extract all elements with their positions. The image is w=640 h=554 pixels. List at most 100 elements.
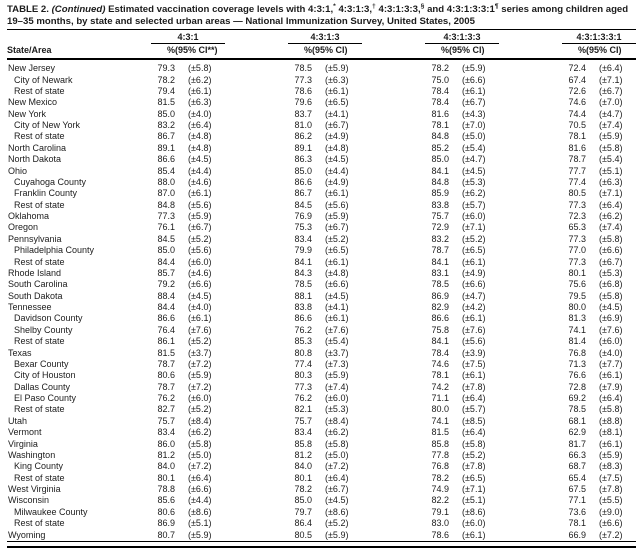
table-row: Davidson County 86.6 (±6.1) 86.6 (±6.1) 86.6 (… xyxy=(7,313,636,324)
pct-cell: 81.2 xyxy=(157,449,175,460)
ci-cell: (±4.5) xyxy=(325,154,349,165)
pct-cell: 86.6 xyxy=(294,176,312,187)
pct-cell: 85.8 xyxy=(294,438,312,449)
ci-cell: (±5.9) xyxy=(325,63,349,74)
ci-cell: (±5.2) xyxy=(462,233,486,244)
ci-cell: (±6.5) xyxy=(462,245,486,256)
table-row: Shelby County 76.4 (±7.6) 76.2 (±7.6) 75.8 (±7… xyxy=(7,325,636,336)
ci-cell: (±8.4) xyxy=(325,415,349,426)
ci-cell: (±6.6) xyxy=(325,279,349,290)
ci-cell: (±6.4) xyxy=(462,427,486,438)
table-end-rule xyxy=(7,545,636,548)
ci-cell: (±3.7) xyxy=(325,347,349,358)
ci-cell: (±5.2) xyxy=(188,404,212,415)
ci-cell: (±6.2) xyxy=(325,427,349,438)
pct-cell: 81.6 xyxy=(568,142,586,153)
area-cell: Virginia xyxy=(8,438,38,449)
ci-cell: (±6.1) xyxy=(462,256,486,267)
ci-cell: (±6.5) xyxy=(325,245,349,256)
pct-cell: 78.1 xyxy=(431,120,449,131)
table-row: City of Newark 78.2 (±6.2) 77.3 (±6.3) 75.0 (±… xyxy=(7,75,636,86)
ci-cell: (±6.4) xyxy=(188,472,212,483)
pct-cell: 80.6 xyxy=(157,370,175,381)
ci-cell: (±7.0) xyxy=(599,97,623,108)
ci-cell: (±6.1) xyxy=(599,370,623,381)
ci-cell: (±6.0) xyxy=(599,336,623,347)
ci-header: (95% CI) xyxy=(586,44,636,61)
pct-cell: 84.4 xyxy=(157,256,175,267)
pct-cell: 76.6 xyxy=(568,370,586,381)
ci-cell: (±7.4) xyxy=(599,120,623,131)
ci-cell: (±6.1) xyxy=(462,529,486,540)
area-cell: North Carolina xyxy=(8,142,67,153)
table-row: North Carolina 89.1 (±4.8) 89.1 (±4.8) 85.2 (±… xyxy=(7,143,636,154)
ci-cell: (±4.4) xyxy=(188,165,212,176)
series-group-label: 4:3:1:3 xyxy=(288,32,362,45)
pct-cell: 86.3 xyxy=(294,154,312,165)
ci-cell: (±7.6) xyxy=(599,324,623,335)
ci-cell: (±5.4) xyxy=(325,336,349,347)
ci-cell: (±5.9) xyxy=(188,211,212,222)
ci-cell: (±5.8) xyxy=(599,290,623,301)
pct-cell: 88.1 xyxy=(294,290,312,301)
pct-cell: 88.0 xyxy=(157,176,175,187)
pct-cell: 85.8 xyxy=(431,438,449,449)
series-group-header: 4:3:1 xyxy=(151,29,288,45)
pct-cell: 74.9 xyxy=(431,484,449,495)
series-group-label: 4:3:1:3:3 xyxy=(425,32,499,45)
area-cell: Franklin County xyxy=(14,188,78,199)
ci-cell: (±5.2) xyxy=(462,449,486,460)
pct-cell: 77.7 xyxy=(568,165,586,176)
ci-cell: (±6.2) xyxy=(599,211,623,222)
ci-cell: (±7.4) xyxy=(599,222,623,233)
area-cell: Washington xyxy=(8,449,56,460)
table-row: Cuyahoga County 88.0 (±4.6) 86.6 (±4.9) 84.8 (… xyxy=(7,177,636,188)
pct-cell: 78.7 xyxy=(157,381,175,392)
title-footnote-marker: * xyxy=(333,2,336,10)
pct-cell: 74.2 xyxy=(431,381,449,392)
area-cell: Rest of state xyxy=(14,131,65,142)
pct-cell: 76.2 xyxy=(294,393,312,404)
table-row: Utah 75.7 (±8.4) 75.7 (±8.4) 74.1 (±8.5) 68.1 (±… xyxy=(7,416,636,427)
ci-cell: (±5.9) xyxy=(325,211,349,222)
ci-cell: (±5.0) xyxy=(188,449,212,460)
area-cell: Utah xyxy=(8,415,28,426)
ci-cell: (±5.1) xyxy=(599,165,623,176)
pct-cell: 81.3 xyxy=(568,313,586,324)
ci-cell: (±6.4) xyxy=(188,120,212,131)
series-group-header: 4:3:1:3:3 xyxy=(425,29,562,45)
ci-cell: (±6.9) xyxy=(599,313,623,324)
pct-cell: 81.2 xyxy=(294,449,312,460)
ci-cell: (±6.1) xyxy=(462,370,486,381)
table-row: New York 85.0 (±4.0) 83.7 (±4.1) 81.6 (±4.3) 74… xyxy=(7,109,636,120)
ci-cell: (±6.4) xyxy=(599,199,623,210)
ci-cell: (±5.6) xyxy=(188,245,212,256)
area-cell: King County xyxy=(14,461,64,472)
ci-cell: (±6.1) xyxy=(325,188,349,199)
ci-cell: (±4.8) xyxy=(188,142,212,153)
area-cell: Davidson County xyxy=(14,313,83,324)
table-row: Rest of state 86.7 (±4.8) 86.2 (±4.9) 84.8 (±5… xyxy=(7,131,636,142)
pct-cell: 76.4 xyxy=(157,324,175,335)
title-text: 4:3:1:3:3, xyxy=(375,4,421,15)
title-text: and 4:3:1:3:3:1 xyxy=(424,4,495,15)
pct-cell: 84.5 xyxy=(294,199,312,210)
pct-cell: 84.1 xyxy=(431,256,449,267)
ci-cell: (±5.2) xyxy=(188,233,212,244)
pct-cell: 80.1 xyxy=(568,267,586,278)
area-cell: City of Houston xyxy=(14,370,76,381)
pct-cell: 75.7 xyxy=(157,415,175,426)
ci-cell: (±4.7) xyxy=(462,290,486,301)
area-cell: Rest of state xyxy=(14,199,65,210)
table-row: Milwaukee County 80.6 (±8.6) 79.7 (±8.6) 79.1… xyxy=(7,507,636,518)
ci-cell: (±5.4) xyxy=(462,142,486,153)
ci-cell: (±8.6) xyxy=(188,506,212,517)
percent-header: % xyxy=(151,44,175,61)
pct-cell: 83.1 xyxy=(431,267,449,278)
pct-cell: 82.2 xyxy=(431,495,449,506)
area-cell: Rest of state xyxy=(14,85,65,96)
pct-cell: 86.1 xyxy=(157,336,175,347)
ci-cell: (±6.6) xyxy=(462,279,486,290)
ci-cell: (±7.8) xyxy=(462,461,486,472)
pct-cell: 83.8 xyxy=(294,302,312,313)
